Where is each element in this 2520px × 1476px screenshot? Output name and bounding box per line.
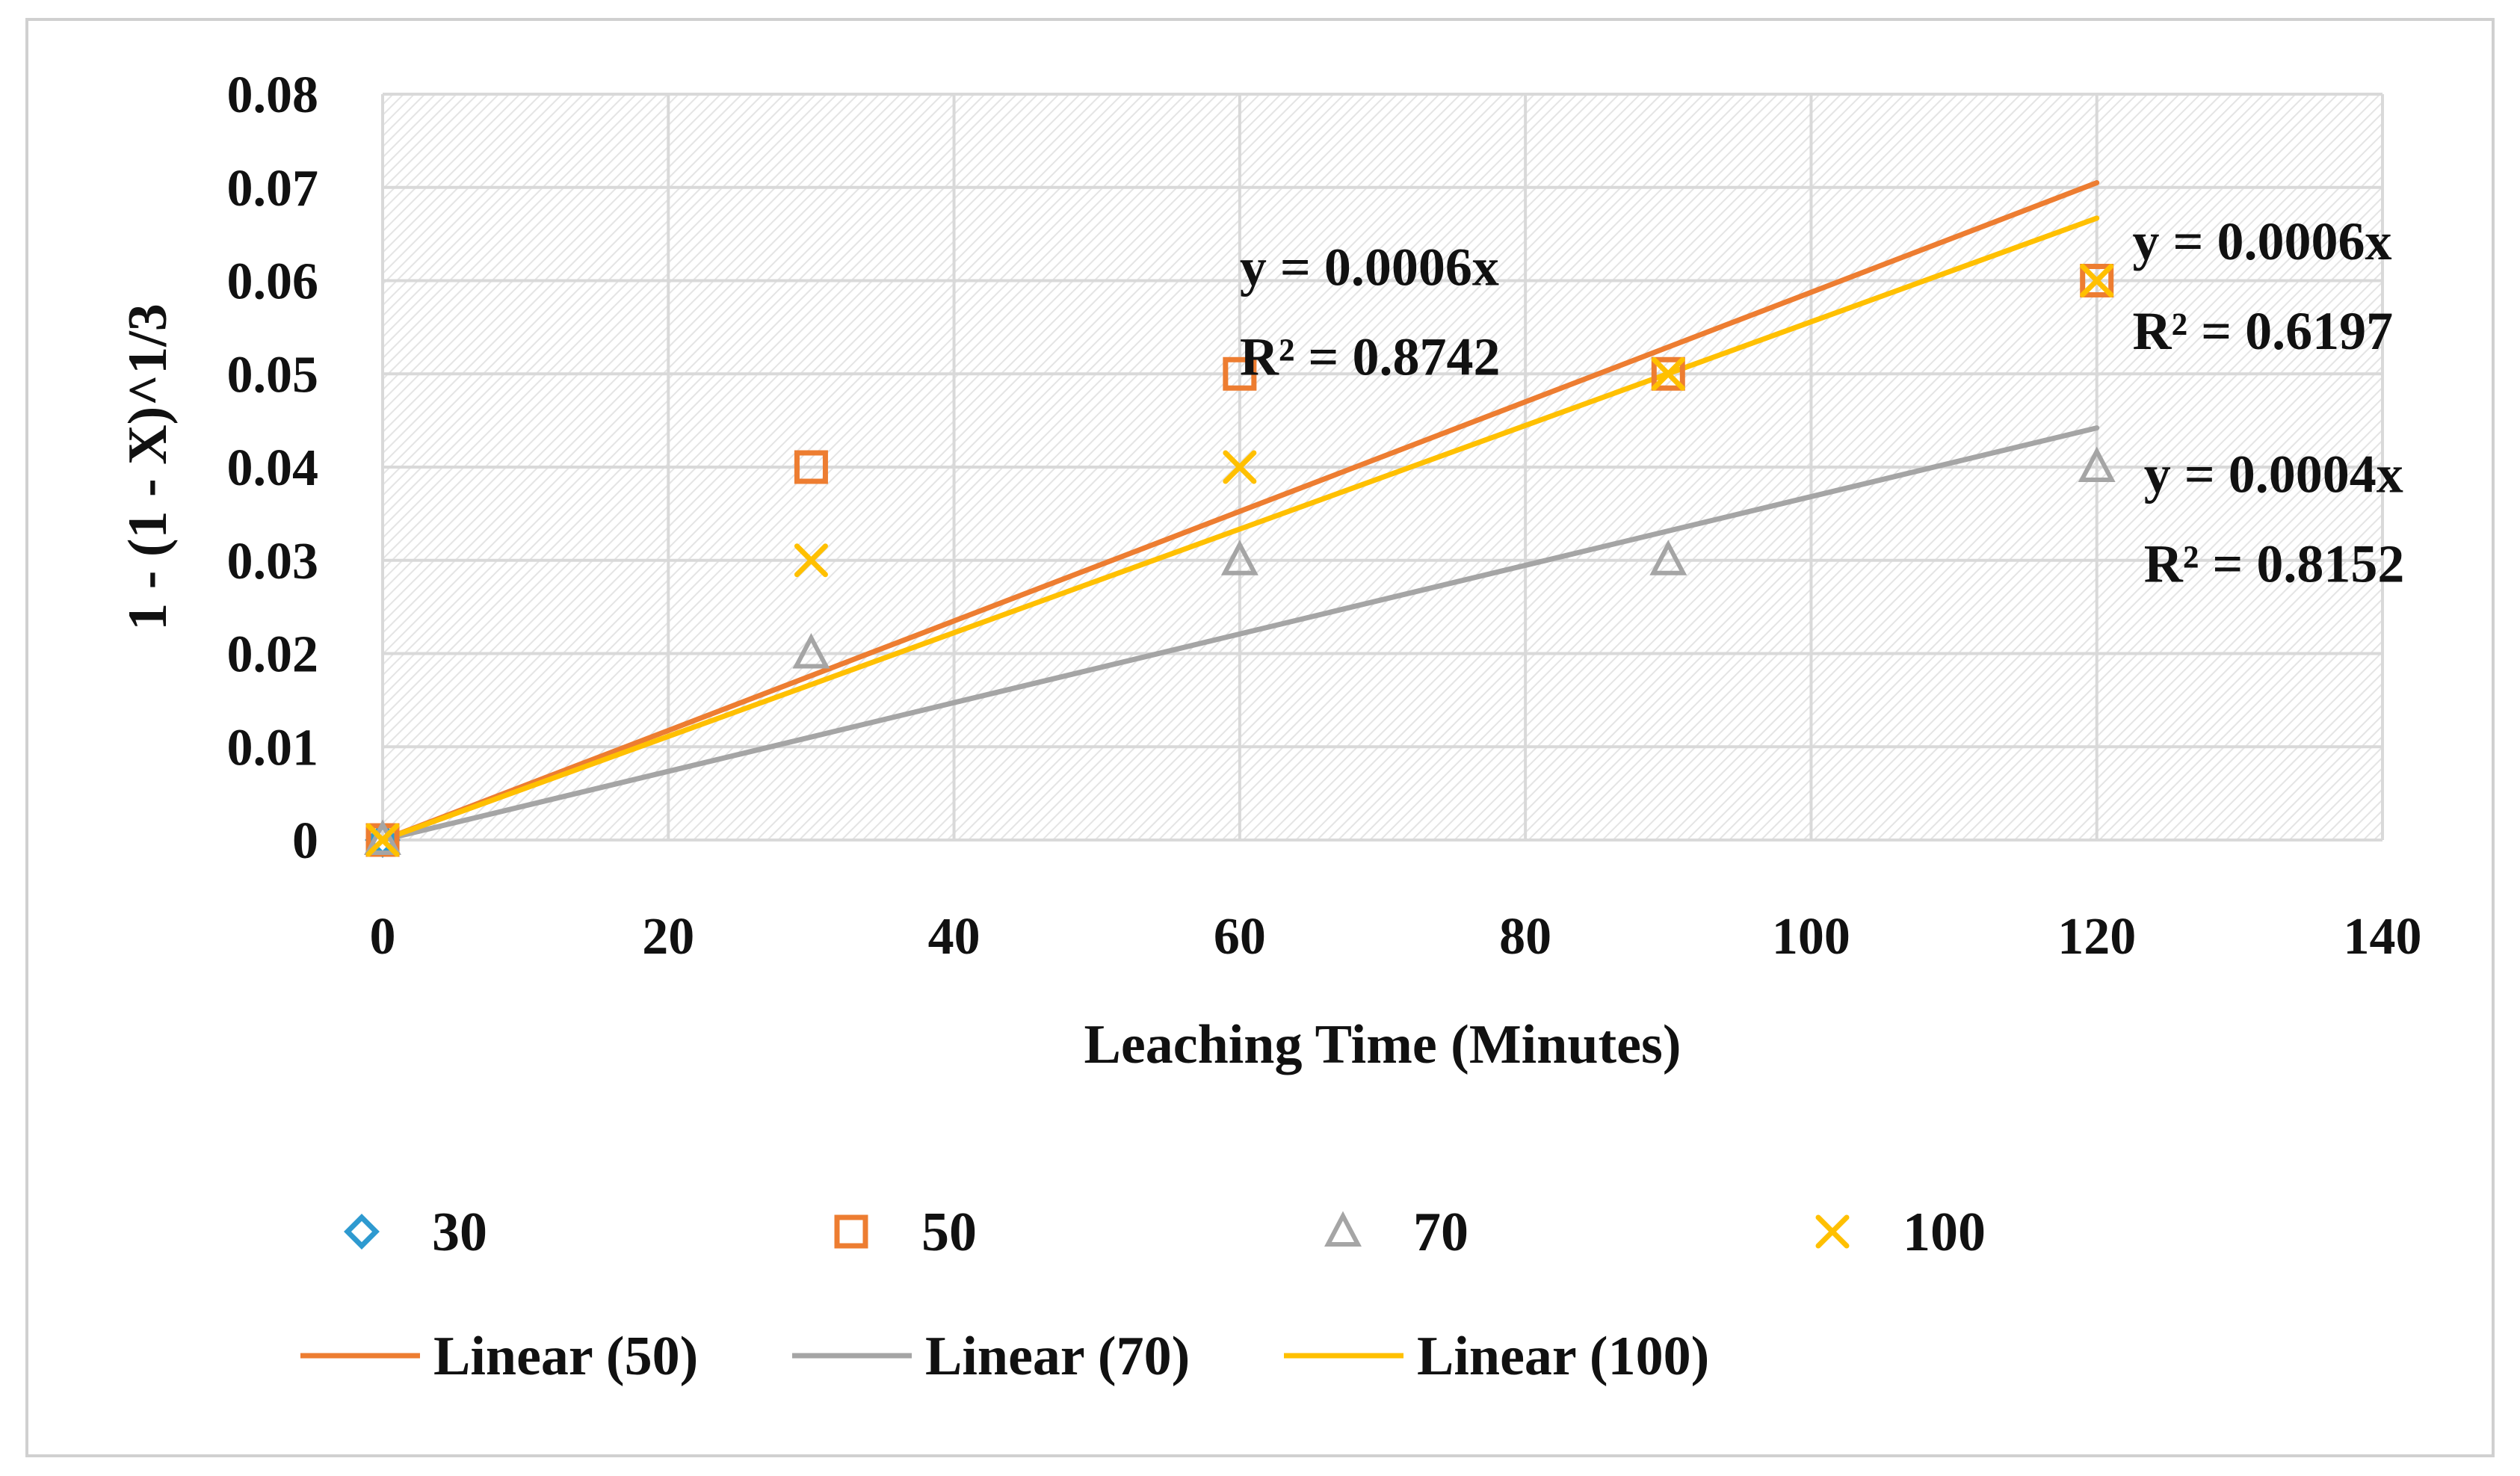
data-point-70-0	[364, 819, 401, 855]
x-tick-label: 140	[2344, 908, 2422, 966]
trendlines	[380, 180, 2100, 843]
legend-label: Linear (70)	[925, 1326, 1190, 1387]
trendline-equation-label: y = 0.0006x	[1240, 238, 1499, 297]
data-points	[364, 264, 2116, 858]
x-axis-title: Leaching Time (Minutes)	[1084, 1014, 1681, 1075]
y-tick-label: 0.02	[227, 626, 319, 684]
legend-symbol-3	[1815, 1214, 1850, 1249]
legend-label: 30	[432, 1202, 487, 1263]
trendline-1	[380, 425, 2100, 843]
x-tick-labels: 0 20 40 60 80 100 120 140	[370, 908, 2422, 966]
data-point-70-4	[2078, 446, 2116, 482]
y-tick-label: 0.07	[227, 160, 319, 217]
data-point-50-1	[794, 450, 828, 484]
data-point-100-0	[365, 823, 400, 857]
y-tick-label: 0.08	[227, 67, 319, 124]
legend-symbol-0	[344, 1214, 380, 1250]
data-point-100-4	[2080, 264, 2114, 297]
data-point-50-3	[1651, 356, 1685, 391]
legend-label: 50	[921, 1202, 977, 1263]
y-tick-label: 0.06	[227, 253, 319, 311]
data-point-70-3	[1649, 540, 1687, 575]
legend: 30 50 70 100 Linear (50) Linear (70) Linear (1…	[300, 1202, 1986, 1387]
data-point-100-2	[1223, 450, 1257, 484]
legend-symbol-1	[834, 1214, 868, 1249]
y-tick-label: 0.03	[227, 533, 319, 590]
y-tick-labels: 0 0.01 0.02 0.03 0.04 0.05 0.06 0.07 0.08	[227, 67, 319, 870]
legend-symbol-2	[1324, 1211, 1362, 1247]
x-tick-label: 40	[928, 908, 980, 966]
trendline-equation-label: R² = 0.8152	[2144, 534, 2405, 594]
legend-label: 100	[1903, 1202, 1986, 1263]
legend-label: 70	[1413, 1202, 1469, 1263]
data-point-50-4	[2080, 264, 2114, 297]
y-tick-label: 0.01	[227, 719, 319, 776]
trendline-equation-label: y = 0.0004x	[2144, 445, 2403, 504]
trendline-equation-label: R² = 0.8742	[1240, 327, 1501, 387]
data-point-100-1	[794, 543, 828, 578]
legend-label: Linear (100)	[1417, 1326, 1709, 1387]
x-tick-label: 60	[1214, 908, 1266, 966]
trendline-equation-label: R² = 0.6197	[2133, 301, 2394, 361]
y-tick-label: 0.04	[227, 439, 319, 497]
x-tick-label: 100	[1772, 908, 1850, 966]
x-tick-label: 80	[1499, 908, 1551, 966]
x-tick-label: 120	[2057, 908, 2136, 966]
trendline-0	[380, 180, 2100, 843]
trendline-2	[380, 215, 2100, 843]
data-point-70-1	[792, 633, 830, 669]
y-axis-title: 1 - (1 - X)^1/3	[117, 303, 179, 631]
x-tick-label: 20	[642, 908, 694, 966]
data-point-50-2	[1223, 356, 1257, 391]
data-point-100-3	[1651, 356, 1685, 391]
trendline-equation-label: y = 0.0006x	[2133, 211, 2392, 271]
y-tick-label: 0	[292, 812, 318, 870]
trendline-annotations: y = 0.0006x R² = 0.8742 y = 0.0006x R² = 0.…	[1240, 211, 2405, 594]
data-point-70-2	[1220, 540, 1259, 575]
x-tick-label: 0	[370, 908, 396, 966]
legend-label: Linear (50)	[433, 1326, 698, 1387]
y-tick-label: 0.05	[227, 346, 319, 404]
